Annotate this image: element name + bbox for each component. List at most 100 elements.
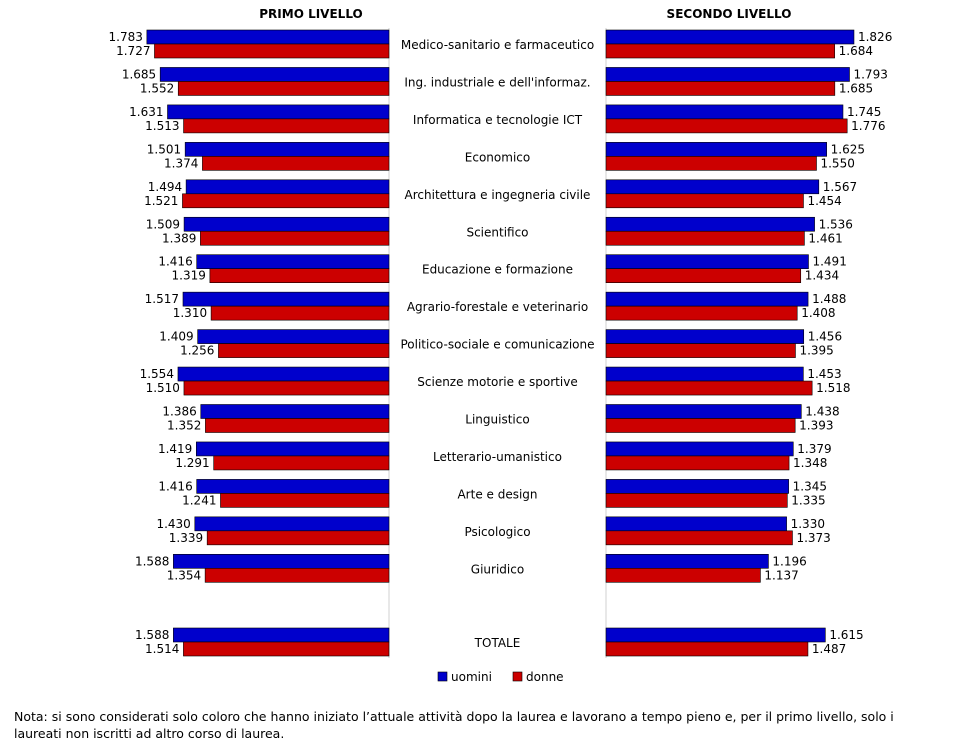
value-label-secondo-uomini: 1.826 xyxy=(858,30,892,44)
category-label: Arte e design xyxy=(457,487,537,501)
value-label-primo-donne: 1.514 xyxy=(145,642,179,656)
value-label-primo-donne: 1.241 xyxy=(182,493,216,507)
bar-primo-donne xyxy=(154,43,390,59)
value-label-primo-uomini: 1.509 xyxy=(146,217,180,231)
bar-secondo-donne xyxy=(605,455,790,471)
value-label-secondo-uomini: 1.745 xyxy=(847,105,881,119)
category-label: Linguistico xyxy=(465,413,529,427)
value-label-secondo-donne: 1.454 xyxy=(807,194,841,208)
value-label-primo-donne: 1.552 xyxy=(140,81,174,95)
bar-primo-uomini xyxy=(196,254,390,269)
category-label: Letterario-umanistico xyxy=(433,450,562,464)
value-label-primo-donne: 1.310 xyxy=(173,306,207,320)
value-label-secondo-uomini: 1.453 xyxy=(807,367,841,381)
bar-primo-donne xyxy=(200,230,390,246)
bar-primo-donne xyxy=(220,493,390,508)
value-label-secondo-uomini: 1.345 xyxy=(793,479,827,493)
value-label-secondo-donne: 1.550 xyxy=(820,156,854,170)
bar-primo-donne xyxy=(204,567,390,583)
bar-primo-uomini xyxy=(185,179,390,195)
bar-secondo-donne xyxy=(605,118,848,134)
value-label-secondo-uomini: 1.491 xyxy=(812,255,846,269)
value-label-secondo-uomini: 1.330 xyxy=(791,517,825,531)
bar-secondo-uomini xyxy=(605,553,769,569)
bar-secondo-donne xyxy=(605,230,805,246)
legend-swatch-uomini xyxy=(437,671,448,682)
value-label-primo-donne: 1.339 xyxy=(169,531,203,545)
bar-secondo-donne xyxy=(605,343,796,358)
bar-primo-uomini xyxy=(182,291,390,307)
bar-secondo-donne xyxy=(605,641,809,657)
bar-primo-uomini xyxy=(146,29,390,45)
bar-secondo-uomini xyxy=(605,329,805,344)
bar-secondo-uomini xyxy=(605,179,820,195)
panel-title-secondo: SECONDO LIVELLO xyxy=(667,7,792,21)
bar-secondo-uomini xyxy=(605,366,804,382)
bar-secondo-uomini xyxy=(605,254,809,269)
bar-primo-donne xyxy=(183,118,390,134)
bar-primo-donne xyxy=(205,418,390,433)
bar-primo-uomini xyxy=(167,104,390,120)
bar-primo-uomini xyxy=(200,404,390,419)
value-label-primo-donne: 1.374 xyxy=(164,156,198,170)
bar-secondo-donne xyxy=(605,193,804,209)
bar-primo-donne xyxy=(183,380,390,396)
bar-primo-donne xyxy=(213,455,390,471)
value-label-secondo-uomini: 1.488 xyxy=(812,292,846,306)
bar-secondo-uomini xyxy=(605,479,789,494)
bar-secondo-donne xyxy=(605,81,836,96)
bar-secondo-uomini xyxy=(605,404,802,419)
value-label-secondo-donne: 1.408 xyxy=(801,306,835,320)
bar-secondo-donne xyxy=(605,567,761,583)
value-label-primo-uomini: 1.588 xyxy=(135,554,169,568)
panel-title-primo: PRIMO LIVELLO xyxy=(259,7,362,21)
category-label: Giuridico xyxy=(471,562,524,576)
category-label: Scientifico xyxy=(466,225,528,239)
value-label-primo-uomini: 1.416 xyxy=(158,255,192,269)
value-label-primo-uomini: 1.783 xyxy=(109,30,143,44)
bar-secondo-donne xyxy=(605,530,793,546)
value-label-primo-uomini: 1.419 xyxy=(158,442,192,456)
value-label-secondo-uomini: 1.438 xyxy=(805,405,839,419)
bar-secondo-donne xyxy=(605,493,788,508)
footnote: Nota: si sono considerati solo coloro ch… xyxy=(14,709,894,741)
bar-secondo-donne xyxy=(605,268,802,284)
value-label-secondo-donne: 1.395 xyxy=(799,344,833,358)
value-label-secondo-uomini: 1.456 xyxy=(808,330,842,344)
value-label-primo-uomini: 1.409 xyxy=(159,330,193,344)
value-label-secondo-uomini: 1.625 xyxy=(831,142,865,156)
bar-secondo-uomini xyxy=(605,441,794,457)
legend-swatch-donne xyxy=(512,671,523,682)
bar-primo-donne xyxy=(183,641,390,657)
value-label-primo-donne: 1.354 xyxy=(167,568,201,582)
value-label-secondo-donne: 1.348 xyxy=(793,456,827,470)
value-label-secondo-donne: 1.335 xyxy=(791,493,825,507)
category-label: Scienze motorie e sportive xyxy=(417,375,577,389)
value-label-primo-donne: 1.319 xyxy=(172,269,206,283)
bar-primo-uomini xyxy=(195,441,390,457)
bar-primo-uomini xyxy=(173,553,390,569)
bar-primo-donne xyxy=(218,343,390,358)
value-label-primo-uomini: 1.416 xyxy=(158,479,192,493)
value-label-primo-uomini: 1.386 xyxy=(162,405,196,419)
value-label-primo-donne: 1.510 xyxy=(146,381,180,395)
value-label-primo-uomini: 1.588 xyxy=(135,628,169,642)
bar-primo-uomini xyxy=(159,67,390,82)
bar-secondo-uomini xyxy=(605,142,827,157)
value-label-secondo-donne: 1.461 xyxy=(808,231,842,245)
bar-primo-donne xyxy=(202,156,390,171)
value-label-secondo-donne: 1.434 xyxy=(805,269,839,283)
value-label-secondo-uomini: 1.379 xyxy=(797,442,831,456)
value-label-primo-uomini: 1.501 xyxy=(147,142,181,156)
bar-primo-uomini xyxy=(177,366,390,382)
value-label-secondo-donne: 1.684 xyxy=(839,44,873,58)
bar-secondo-donne xyxy=(605,380,813,396)
value-label-secondo-donne: 1.776 xyxy=(851,119,885,133)
bar-secondo-uomini xyxy=(605,29,855,45)
category-label: Ing. industriale e dell'informaz. xyxy=(404,75,590,89)
value-label-secondo-donne: 1.373 xyxy=(796,531,830,545)
bar-secondo-donne xyxy=(605,43,835,59)
value-label-secondo-uomini: 1.793 xyxy=(853,67,887,81)
value-label-primo-donne: 1.521 xyxy=(144,194,178,208)
bar-primo-donne xyxy=(206,530,390,546)
